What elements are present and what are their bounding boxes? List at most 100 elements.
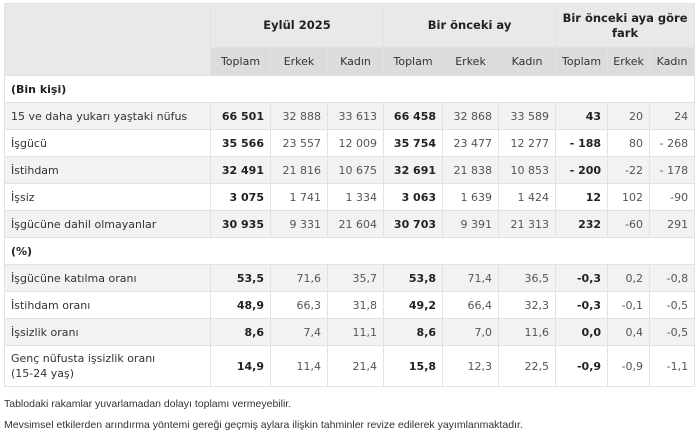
cell-value: 8,6 [383,318,444,346]
cell-value: -0,5 [649,318,696,346]
table-row: Genç nüfusta işsizlik oranı (15-24 yaş) 1… [4,345,696,387]
row-label: İşsiz [4,183,211,211]
cell-value: - 268 [649,129,696,157]
cell-value: 14,9 [210,345,271,387]
group-header-current-month: Eylül 2025 [209,3,385,48]
cell-value: 21,4 [326,345,385,387]
cell-value: 32 888 [270,102,328,130]
cell-value: 9 331 [270,210,328,238]
cell-value: 10 675 [326,156,385,184]
cell-value: - 200 [555,156,609,184]
cell-value: 11,6 [498,318,557,346]
cell-value: 23 477 [442,129,500,157]
cell-value: 32 691 [383,156,444,184]
cell-value: 10 853 [498,156,557,184]
cell-value: 66 501 [210,102,271,130]
section-row-rates: (%) [3,237,696,265]
footnote-seasonal-adjustment: Mevsimsel etkilerden arındırma yöntemi g… [4,419,523,431]
sub-header-female: Kadın [498,47,557,76]
group-header-row: Eylül 2025 Bir önceki ay Bir önceki aya … [4,3,696,76]
cell-value: 1 741 [270,183,328,211]
sub-header-female: Kadın [649,47,696,76]
cell-value: -60 [607,210,651,238]
cell-value: 1 334 [326,183,385,211]
cell-value: 0,0 [555,318,609,346]
cell-value: 43 [555,102,609,130]
cell-value: -22 [607,156,651,184]
row-label: İşgücüne katılma oranı [4,264,211,292]
cell-value: 21 604 [326,210,385,238]
sub-header-male: Erkek [607,47,651,76]
cell-value: 11,1 [326,318,385,346]
cell-value: 53,5 [210,264,271,292]
sub-header-total: Toplam [210,47,271,76]
cell-value: - 178 [649,156,696,184]
table-row: İşsiz 3 075 1 741 1 334 3 063 1 639 1 42… [4,183,696,211]
cell-value: 21 816 [270,156,328,184]
sub-header-male: Erkek [442,47,500,76]
cell-value: 32 868 [442,102,500,130]
cell-value: 24 [649,102,696,130]
cell-value: 23 557 [270,129,328,157]
cell-value: 0,2 [607,264,651,292]
cell-value: -0,9 [607,345,651,387]
section-label: (Bin kişi) [3,75,696,103]
cell-value: 35 754 [383,129,444,157]
cell-value: 8,6 [210,318,271,346]
cell-value: -0,8 [649,264,696,292]
sub-header-row: Toplam Erkek Kadın Toplam Erkek Kadın To… [5,47,696,76]
cell-value: 12 009 [326,129,385,157]
cell-value: -0,3 [555,264,609,292]
cell-value: 53,8 [383,264,444,292]
row-label: Genç nüfusta işsizlik oranı (15-24 yaş) [4,345,211,387]
section-row-counts: (Bin kişi) [3,75,696,103]
cell-value: 12,3 [442,345,500,387]
cell-value: 33 613 [326,102,385,130]
group-header-previous-month: Bir önceki ay [383,3,557,48]
cell-value: 11,4 [270,345,328,387]
row-label: İşgücü [4,129,211,157]
cell-value: 71,4 [442,264,500,292]
row-label-line1: Genç nüfusta işsizlik oranı [11,352,156,365]
sub-header-total: Toplam [383,47,444,76]
cell-value: 15,8 [383,345,444,387]
cell-value: -0,9 [555,345,609,387]
cell-value: 21 313 [498,210,557,238]
cell-value: 80 [607,129,651,157]
cell-value: 49,2 [383,291,444,319]
table-row: İstihdam 32 491 21 816 10 675 32 691 21 … [4,156,696,184]
cell-value: 35,7 [326,264,385,292]
cell-value: 3 075 [210,183,271,211]
row-label: İstihdam [4,156,211,184]
cell-value: 291 [649,210,696,238]
sub-header-male: Erkek [270,47,328,76]
cell-value: 31,8 [326,291,385,319]
footnotes: Tablodaki rakamlar yuvarlamadan dolayı t… [4,398,523,440]
cell-value: 20 [607,102,651,130]
cell-value: 30 935 [210,210,271,238]
cell-value: 66 458 [383,102,444,130]
cell-value: -90 [649,183,696,211]
cell-value: 1 639 [442,183,500,211]
cell-value: -0,3 [555,291,609,319]
row-label: İşgücüne dahil olmayanlar [4,210,211,238]
row-label: İstihdam oranı [4,291,211,319]
cell-value: - 188 [555,129,609,157]
cell-value: 35 566 [210,129,271,157]
labor-stats-table-container: Eylül 2025 Bir önceki ay Bir önceki aya … [3,3,696,387]
cell-value: 21 838 [442,156,500,184]
cell-value: 36,5 [498,264,557,292]
table-row: İstihdam oranı 48,9 66,3 31,8 49,2 66,4 … [4,291,696,319]
cell-value: 66,4 [442,291,500,319]
cell-value: 32,3 [498,291,557,319]
cell-value: 7,0 [442,318,500,346]
cell-value: 22,5 [498,345,557,387]
cell-value: 12 [555,183,609,211]
sub-header-total: Toplam [555,47,609,76]
cell-value: -1,1 [649,345,696,387]
cell-value: -0,5 [649,291,696,319]
cell-value: 7,4 [270,318,328,346]
table-row: 15 ve daha yukarı yaştaki nüfus 66 501 3… [4,102,696,130]
cell-value: 32 491 [210,156,271,184]
cell-value: 12 277 [498,129,557,157]
